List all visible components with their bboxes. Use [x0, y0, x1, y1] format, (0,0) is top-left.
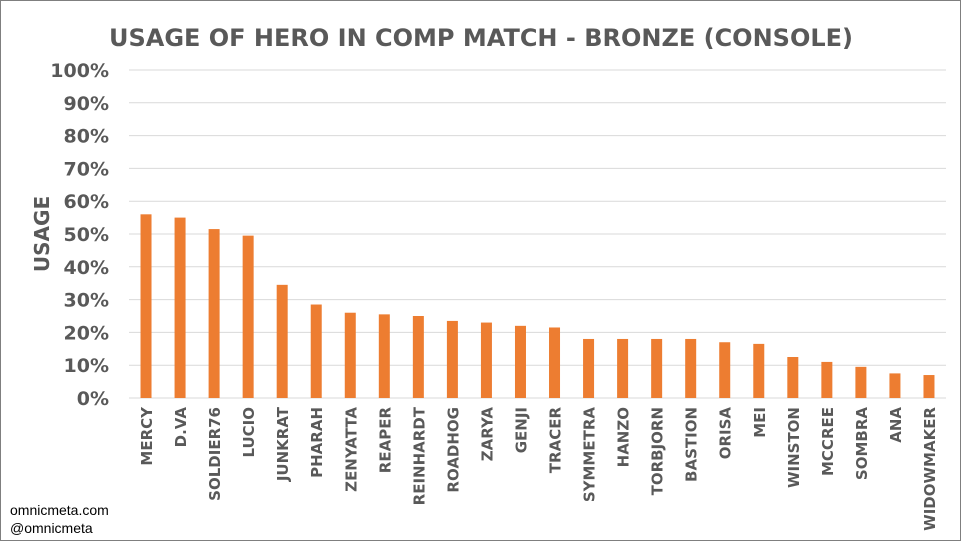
bar-symmetra — [583, 338, 595, 398]
x-tick-label: WIDOWMAKER — [921, 407, 939, 531]
bar-d-va — [174, 217, 186, 398]
x-tick-label: ANA — [887, 407, 905, 443]
y-tick-label: 50% — [64, 224, 109, 246]
bar-genji — [514, 325, 526, 398]
chart-title: USAGE OF HERO IN COMP MATCH - BRONZE (CO… — [109, 24, 853, 52]
grid-lines — [129, 69, 946, 399]
y-tick-label: 100% — [50, 60, 109, 82]
bar-roadhog — [446, 320, 458, 398]
bar-soldier76 — [208, 229, 220, 398]
y-axis-label: USAGE — [30, 196, 54, 272]
x-tick-label: MERCY — [138, 406, 156, 466]
x-tick-label: ORISA — [717, 407, 735, 460]
x-tick-label: D.VA — [172, 407, 190, 448]
bar-tracer — [549, 327, 561, 398]
x-tick-label: PHARAH — [308, 407, 326, 478]
y-tick-label: 10% — [64, 355, 109, 377]
y-tick-label: 80% — [64, 126, 109, 148]
y-tick-label: 90% — [64, 93, 109, 115]
y-tick-label: 0% — [77, 388, 109, 410]
x-tick-label: MEI — [751, 407, 769, 438]
y-tick-label: 70% — [64, 158, 109, 180]
bar-mei — [753, 343, 765, 398]
x-tick-label: SYMMETRA — [581, 407, 599, 503]
x-tick-label: ROADHOG — [444, 407, 462, 493]
x-tick-label: TRACER — [547, 407, 565, 474]
bar-pharah — [310, 304, 322, 398]
x-tick-label: MCCREE — [819, 407, 837, 476]
x-tick-label: TORBJORN — [649, 407, 667, 495]
bar-junkrat — [276, 284, 288, 398]
bar-hanzo — [617, 338, 629, 398]
bar-lucio — [242, 235, 254, 398]
bar-reinhardt — [412, 316, 424, 398]
x-tick-label: REINHARDT — [410, 406, 428, 505]
bars — [140, 214, 935, 398]
bar-mccree — [821, 361, 833, 398]
watermark-handle: @omnicmeta — [10, 520, 93, 536]
bar-zenyatta — [344, 312, 356, 398]
bar-winston — [787, 357, 799, 398]
watermark-site: omnicmeta.com — [10, 502, 109, 518]
bar-bastion — [685, 338, 697, 398]
y-tick-label: 60% — [64, 191, 109, 213]
x-tick-label: JUNKRAT — [274, 406, 292, 482]
y-tick-label: 20% — [64, 322, 109, 344]
y-tick-label: 40% — [64, 257, 109, 279]
bar-mercy — [140, 214, 152, 398]
bar-zarya — [480, 322, 492, 398]
x-tick-label: WINSTON — [785, 407, 803, 488]
x-tick-label: SOMBRA — [853, 407, 871, 480]
x-tick-label: REAPER — [376, 407, 394, 474]
bar-sombra — [855, 366, 867, 398]
bar-torbjorn — [651, 338, 663, 398]
y-axis-ticks: 0% 10% 20% 30% 40% 50% 60% 70% 80% 90% 100% — [50, 60, 109, 410]
x-tick-label: HANZO — [615, 407, 633, 467]
bar-widowmaker — [923, 375, 935, 398]
x-axis-ticks: MERCY D.VA SOLDIER76 LUCIO JUNKRAT PHARAH ZENY… — [138, 406, 939, 531]
x-tick-label: GENJI — [512, 407, 530, 453]
bar-ana — [889, 373, 901, 398]
x-tick-label: LUCIO — [240, 407, 258, 458]
bar-orisa — [719, 342, 731, 398]
bar-reaper — [378, 314, 390, 398]
x-tick-label: BASTION — [683, 407, 701, 482]
x-tick-label: ZARYA — [478, 407, 496, 462]
x-tick-label: ZENYATTA — [342, 407, 360, 492]
y-tick-label: 30% — [64, 290, 109, 312]
x-tick-label: SOLDIER76 — [206, 407, 224, 501]
